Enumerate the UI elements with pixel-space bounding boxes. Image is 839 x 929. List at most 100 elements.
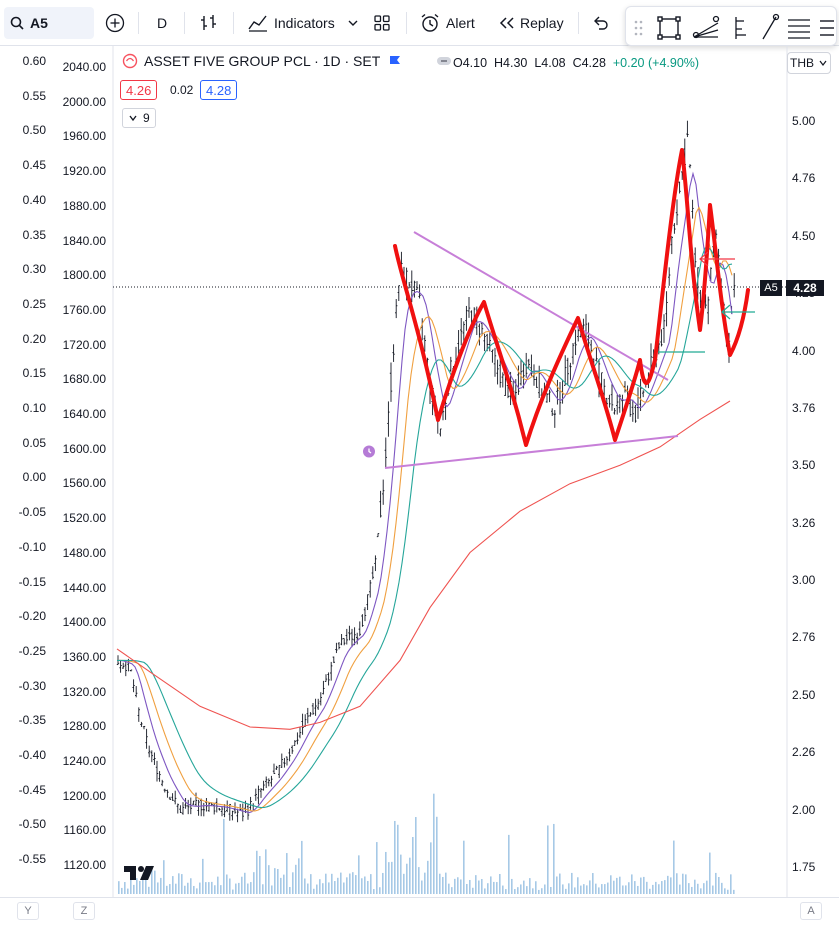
low-value: L4.08 xyxy=(534,56,566,70)
trend-fan-tool-icon[interactable] xyxy=(692,15,720,39)
volume-bar xyxy=(712,885,714,894)
volume-bar xyxy=(433,793,435,894)
indicators-collapse-toggle[interactable]: 9 xyxy=(122,108,156,128)
price-axis-tick-label: 1.75 xyxy=(792,860,816,874)
volume-bar xyxy=(445,872,447,894)
log-scale-toggle[interactable]: Y xyxy=(17,902,39,920)
oscillator-axis-tick-label: 0.30 xyxy=(22,262,46,277)
volume-bar xyxy=(481,879,483,894)
volume-bar xyxy=(409,857,411,894)
symbol-search[interactable]: A5 xyxy=(4,7,94,39)
volume-bar xyxy=(631,874,633,894)
volume-bar xyxy=(325,873,327,894)
volume-bar xyxy=(118,881,120,894)
volume-bar xyxy=(703,883,705,894)
volume-bar xyxy=(667,875,669,894)
replay-button[interactable]: Replay xyxy=(498,7,564,39)
volume-bar xyxy=(295,864,297,894)
oscillator-axis-tick-label: -0.35 xyxy=(18,713,46,728)
volume-bar xyxy=(418,867,420,894)
volume-bar xyxy=(436,816,438,894)
flag-icon[interactable] xyxy=(388,54,402,68)
volume-bar xyxy=(166,885,168,894)
bid-price[interactable]: 4.26 xyxy=(120,80,158,100)
high-value: H4.30 xyxy=(494,56,528,70)
volume-bar xyxy=(706,880,708,894)
zoom-toggle[interactable]: Z xyxy=(73,902,95,920)
volume-bar xyxy=(610,875,612,894)
volume-bar xyxy=(148,886,150,894)
volume-bar xyxy=(343,882,345,894)
ask-price[interactable]: 4.28 xyxy=(200,80,238,100)
volume-bar xyxy=(160,877,162,894)
volume-bar xyxy=(463,840,465,894)
volume-bar xyxy=(553,823,555,894)
volume-bar xyxy=(529,878,531,894)
index-axis-tick-label: 2040.00 xyxy=(62,60,106,74)
volume-bar xyxy=(358,855,360,894)
volume-bar xyxy=(247,883,249,894)
volume-bar xyxy=(448,883,450,894)
volume-bar xyxy=(304,878,306,894)
collapse-icon[interactable] xyxy=(436,55,452,67)
long-position-tool-icon[interactable] xyxy=(735,17,746,39)
volume-bar xyxy=(709,852,711,894)
chart-type-button[interactable] xyxy=(199,7,219,39)
volume-bar xyxy=(235,883,237,894)
volume-bar xyxy=(490,876,492,894)
index-axis-tick-label: 1880.00 xyxy=(62,198,106,213)
oscillator-axis-tick-label: 0.10 xyxy=(22,401,46,415)
index-axis-tick-label: 1120.00 xyxy=(63,858,107,873)
volume-bar xyxy=(361,878,363,894)
volume-bar xyxy=(280,877,282,894)
volume-bar xyxy=(316,884,318,894)
volume-bar xyxy=(688,883,690,894)
volume-bar xyxy=(268,865,270,894)
brush-tool-icon[interactable] xyxy=(762,13,780,40)
interval-button[interactable]: D xyxy=(157,15,168,31)
undo-button[interactable] xyxy=(591,7,609,39)
volume-bar xyxy=(289,887,291,894)
bar-chart-icon xyxy=(201,15,216,30)
index-axis-tick-label: 1960.00 xyxy=(62,129,106,144)
tradingview-logo-icon xyxy=(124,866,154,880)
volume-bar xyxy=(250,882,252,894)
alert-marker[interactable] xyxy=(361,443,377,464)
volume-bar xyxy=(415,817,417,894)
index-axis-tick-label: 1720.00 xyxy=(62,337,106,352)
chevron-down-icon xyxy=(819,60,827,66)
volume-bar xyxy=(601,884,603,894)
volume-bar xyxy=(412,837,414,894)
drawing-toolbar xyxy=(625,6,837,46)
index-axis-tick-label: 1800.00 xyxy=(62,268,106,283)
oscillator-axis-tick-label: -0.20 xyxy=(18,609,46,624)
oscillator-axis-tick-label: 0.25 xyxy=(22,296,46,311)
oscillator-axis-tick-label: 0.45 xyxy=(22,158,46,173)
compare-button[interactable] xyxy=(104,7,126,39)
volume-bar xyxy=(328,882,330,894)
volume-bar xyxy=(715,872,717,894)
rectangle-tool-icon[interactable] xyxy=(657,16,681,40)
replay-label: Replay xyxy=(520,15,564,31)
volume-bar xyxy=(541,888,543,894)
volume-bar xyxy=(511,878,513,894)
volume-bar xyxy=(583,884,585,894)
volume-bar xyxy=(574,887,576,894)
volume-bar xyxy=(520,884,522,894)
volume-bar xyxy=(589,880,591,894)
tradingview-logo[interactable] xyxy=(124,864,158,887)
drag-handle-icon[interactable] xyxy=(634,20,643,36)
volume-bar xyxy=(475,875,477,894)
volume-bar xyxy=(487,883,489,894)
indicators-button[interactable]: Indicators xyxy=(247,7,359,39)
text-tool-icon[interactable] xyxy=(788,19,810,39)
volume-bar xyxy=(526,886,528,894)
menu-icon[interactable] xyxy=(820,20,834,36)
oscillator-axis-tick-label: -0.45 xyxy=(18,782,46,797)
volume-bar xyxy=(253,872,255,894)
layouts-button[interactable] xyxy=(373,7,391,39)
currency-select[interactable]: THB xyxy=(787,52,831,74)
alert-button[interactable]: Alert xyxy=(419,7,475,39)
auto-scale-toggle[interactable]: A xyxy=(800,902,822,920)
